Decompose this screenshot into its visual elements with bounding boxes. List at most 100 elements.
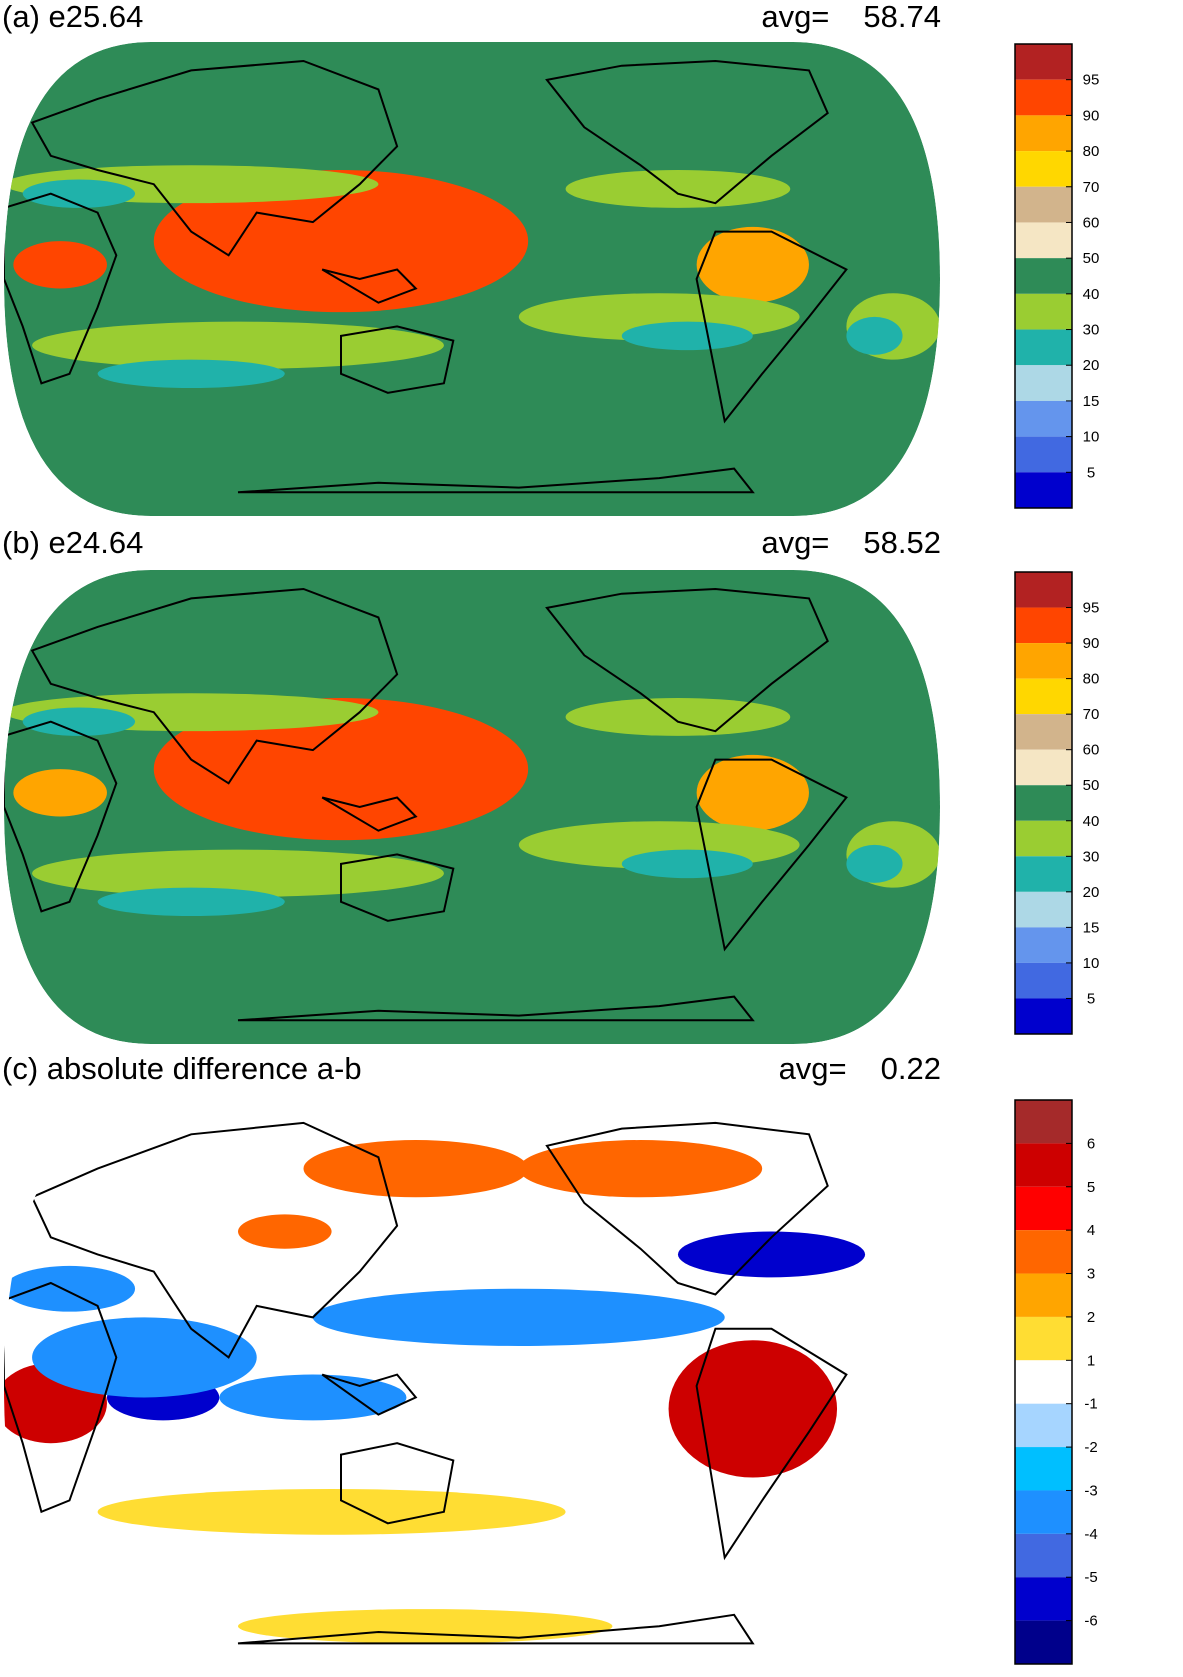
coastline (695, 230, 848, 424)
subtropical-teal-cores-blob (621, 321, 753, 351)
colorbar-label: 60 (1083, 214, 1100, 231)
colorbar-label: 40 (1083, 813, 1100, 830)
colorbar-swatch (1015, 1447, 1072, 1491)
colorbar-label: -5 (1084, 1569, 1097, 1586)
coastline (340, 325, 455, 394)
colorbar-frame (1014, 1099, 1073, 1665)
colorbar-label: 50 (1083, 777, 1100, 794)
colorbar-swatch (1015, 962, 1072, 999)
africa-maximum (13, 241, 107, 289)
colorbar-label: -2 (1084, 1439, 1097, 1456)
colorbar-swatch (1015, 749, 1072, 786)
coastline (545, 59, 829, 205)
coastline (321, 268, 418, 304)
colorbar-label: 1 (1087, 1352, 1095, 1369)
colorbar-swatch (1015, 1403, 1072, 1448)
avg-label: avg= (761, 0, 830, 34)
warm-pool-orange-blob (153, 169, 529, 313)
colorbar-label: 50 (1083, 250, 1100, 267)
colorbar-swatch (1015, 643, 1072, 679)
coastline (4, 720, 118, 913)
colorbar-swatch (1015, 572, 1072, 608)
colorbar-swatch (1015, 1273, 1072, 1317)
subtropical-teal-cores-blob (846, 844, 903, 883)
warm-pool-orange (153, 697, 529, 841)
colorbar-label: 15 (1083, 919, 1100, 936)
colorbar-swatch (1015, 151, 1072, 187)
north-america-negative-blob (677, 1231, 866, 1278)
warm-pool-orange-blob (153, 697, 529, 841)
colorbar-swatch (1015, 820, 1072, 857)
colorbar-swatch (1015, 222, 1072, 259)
coastline (30, 587, 399, 785)
colorbar-swatch (1015, 785, 1072, 821)
avg-label: avg= (778, 1051, 847, 1086)
map-field (4, 570, 940, 1044)
subtropical-green-bands-blob (565, 697, 791, 736)
coastline (340, 1442, 455, 1525)
coastline (237, 1613, 755, 1645)
colorbar-swatch (1015, 1316, 1072, 1361)
subtropical-teal-cores-blob (621, 849, 753, 879)
panel-average: avg= 0.22 (779, 1052, 941, 1086)
colorbar-label: 30 (1083, 322, 1100, 339)
amazon-maximum-blob (696, 754, 809, 831)
colorbar-label: 70 (1083, 706, 1100, 723)
colorbar-label: 80 (1083, 671, 1100, 688)
avg-label: avg= (761, 525, 830, 560)
colorbar-label: 5 (1087, 990, 1095, 1007)
map-panel-a (4, 42, 940, 516)
subtropical-teal-cores-blob (97, 887, 285, 917)
colorbar-swatch (1015, 44, 1072, 80)
panel-average: avg= 58.74 (761, 0, 941, 34)
subtropical-teal-cores-blob (846, 316, 903, 355)
colorbar-swatch (1015, 1490, 1072, 1534)
colorbar-label: 20 (1083, 357, 1100, 374)
coastline (30, 1121, 399, 1359)
subtropical-teal-cores (22, 179, 903, 389)
colorbar-swatch (1015, 714, 1072, 750)
africa-maximum-blob (13, 241, 107, 289)
subtropical-green-bands-blob (565, 169, 791, 208)
colorbar-swatch (1015, 891, 1072, 928)
colorbar-swatch (1015, 400, 1072, 437)
colorbar-swatch (1015, 998, 1072, 1034)
colorbar-label: 4 (1087, 1222, 1095, 1239)
colorbar-label: -3 (1084, 1482, 1097, 1499)
colorbar-swatch (1015, 1230, 1072, 1274)
coastline (695, 1327, 848, 1561)
coastline (340, 853, 455, 922)
colorbar-label: 80 (1083, 143, 1100, 160)
coastline (321, 1373, 418, 1416)
colorbar-swatch (1015, 607, 1072, 644)
subtropical-teal-cores-blob (97, 359, 285, 389)
colorbar-swatch (1015, 1620, 1072, 1664)
coastline (545, 587, 829, 733)
north-pacific-positive-blob (237, 1214, 332, 1249)
north-pacific-positive-blob (518, 1140, 763, 1198)
colorbar-swatch (1015, 79, 1072, 116)
south-america-positive (668, 1340, 838, 1478)
panel-title: (a) e25.64 (2, 0, 144, 34)
colorbar-label: -1 (1084, 1396, 1097, 1413)
panel-title: (b) e24.64 (2, 525, 144, 560)
south-america-positive-blob (668, 1340, 838, 1478)
africa-maximum (13, 769, 107, 817)
colorbar-swatch (1015, 1360, 1072, 1404)
subtropical-teal-cores (22, 707, 903, 917)
map-field (4, 42, 940, 516)
colorbar-frame (1014, 43, 1073, 509)
colorbar-label: 90 (1083, 107, 1100, 124)
colorbar-swatch (1015, 1186, 1072, 1231)
coastline (4, 1281, 118, 1514)
avg-value: 0.22 (880, 1051, 941, 1086)
colorbar-swatch (1015, 678, 1072, 715)
colorbar-swatch (1015, 258, 1072, 294)
coastline (695, 758, 848, 952)
colorbar-swatch (1015, 365, 1072, 401)
tropical-negative-blob (312, 1288, 725, 1346)
north-pacific-positive-blob (303, 1140, 529, 1198)
colorbar-swatch (1015, 472, 1072, 508)
panel-c: (c) absolute difference a-b avg= 0.22 6 5 4… (0, 1052, 1183, 1677)
coastline (321, 796, 418, 832)
